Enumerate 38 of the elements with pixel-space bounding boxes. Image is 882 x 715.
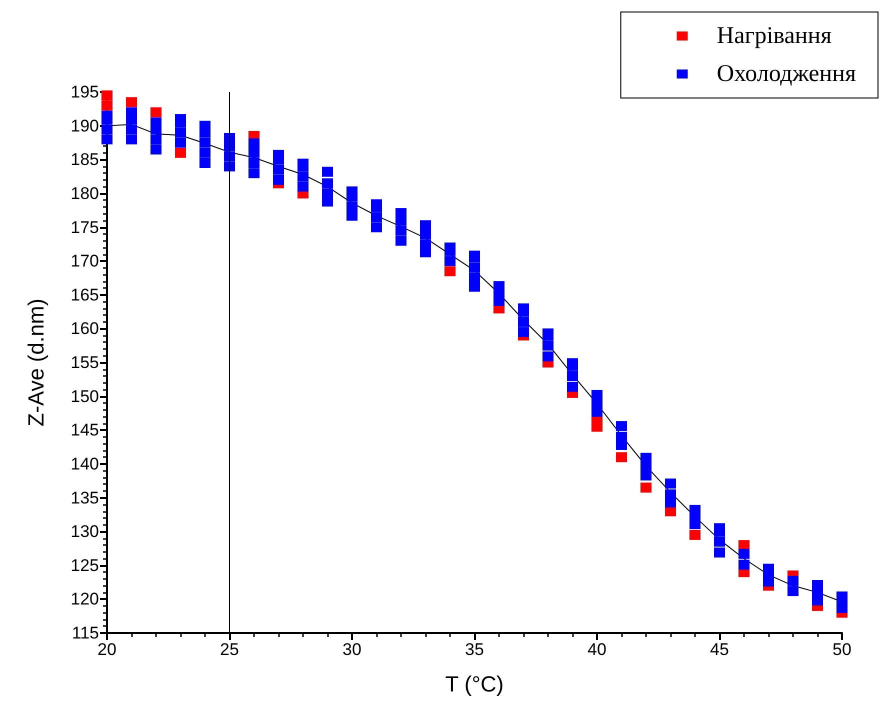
y-tick-label: 130 — [70, 522, 99, 542]
y-tick-label: 145 — [70, 420, 99, 440]
y-tick-label: 150 — [70, 386, 99, 406]
legend-label: Охолодження — [716, 61, 856, 87]
x-tick-label: 30 — [342, 640, 362, 659]
point — [150, 107, 162, 118]
y-tick-label: 185 — [70, 150, 99, 170]
point — [102, 100, 112, 111]
x-tick-label: 20 — [98, 640, 116, 659]
y-axis-title: Z-Ave (d.nm) — [24, 298, 48, 426]
x-tick-label: 40 — [588, 640, 606, 659]
y-tick-label: 120 — [70, 590, 99, 609]
y-tick-label: 195 — [70, 82, 99, 102]
x-tick-label: 35 — [465, 640, 484, 659]
x-tick-label: 50 — [832, 640, 852, 659]
y-tick-label: 170 — [70, 252, 99, 271]
point — [126, 97, 137, 108]
y-tick-label: 140 — [70, 454, 99, 474]
point — [616, 452, 627, 462]
y-tick-label: 125 — [70, 556, 99, 575]
y-tick-label: 155 — [70, 353, 99, 372]
legend-label: Нагрівання — [716, 23, 832, 49]
y-tick-label: 180 — [70, 184, 99, 203]
point — [690, 530, 700, 540]
y-tick-label: 165 — [70, 285, 99, 304]
y-tick-label: 190 — [70, 116, 99, 136]
point — [738, 540, 750, 550]
x-tick-label: 45 — [710, 640, 729, 659]
point — [665, 506, 676, 516]
y-tick-label: 115 — [72, 624, 99, 642]
x-axis-title: T (°C) — [445, 672, 504, 696]
y-tick-label: 135 — [70, 488, 99, 508]
x-tick-label: 25 — [220, 640, 239, 659]
y-tick-label: 160 — [70, 319, 99, 338]
point — [175, 148, 186, 158]
point — [444, 266, 456, 276]
y-tick-label: 175 — [70, 218, 99, 237]
point — [640, 482, 652, 493]
